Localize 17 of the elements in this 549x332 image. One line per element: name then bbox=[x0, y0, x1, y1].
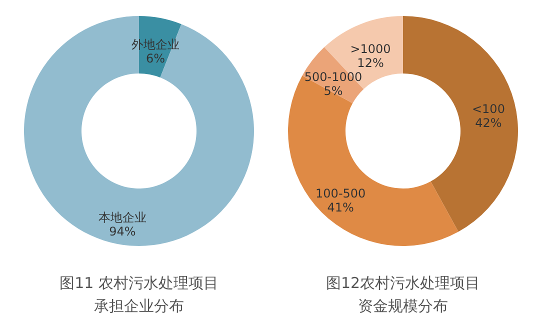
slice-label: 100-500 bbox=[316, 186, 366, 200]
data-label: 5% bbox=[324, 84, 343, 98]
text: 图12农村污水处理项目 bbox=[326, 274, 480, 292]
donut-slice bbox=[24, 16, 254, 246]
text: 资金规模分布 bbox=[358, 297, 448, 315]
donut-slice bbox=[403, 16, 518, 232]
text: 图11 农村污水处理项目 bbox=[60, 274, 218, 292]
data-label: 12% bbox=[357, 56, 384, 70]
data-label: 94% bbox=[109, 224, 136, 239]
slice-label: 500-1000 bbox=[304, 70, 362, 84]
slice-label: 本地企业 bbox=[98, 210, 146, 225]
slice-label: >1000 bbox=[350, 42, 391, 56]
data-label: 6% bbox=[146, 51, 166, 66]
text: 承担企业分布 bbox=[94, 297, 184, 315]
data-label: 41% bbox=[327, 200, 354, 214]
slice-label: <100 bbox=[472, 102, 505, 116]
data-label: 42% bbox=[475, 116, 502, 130]
